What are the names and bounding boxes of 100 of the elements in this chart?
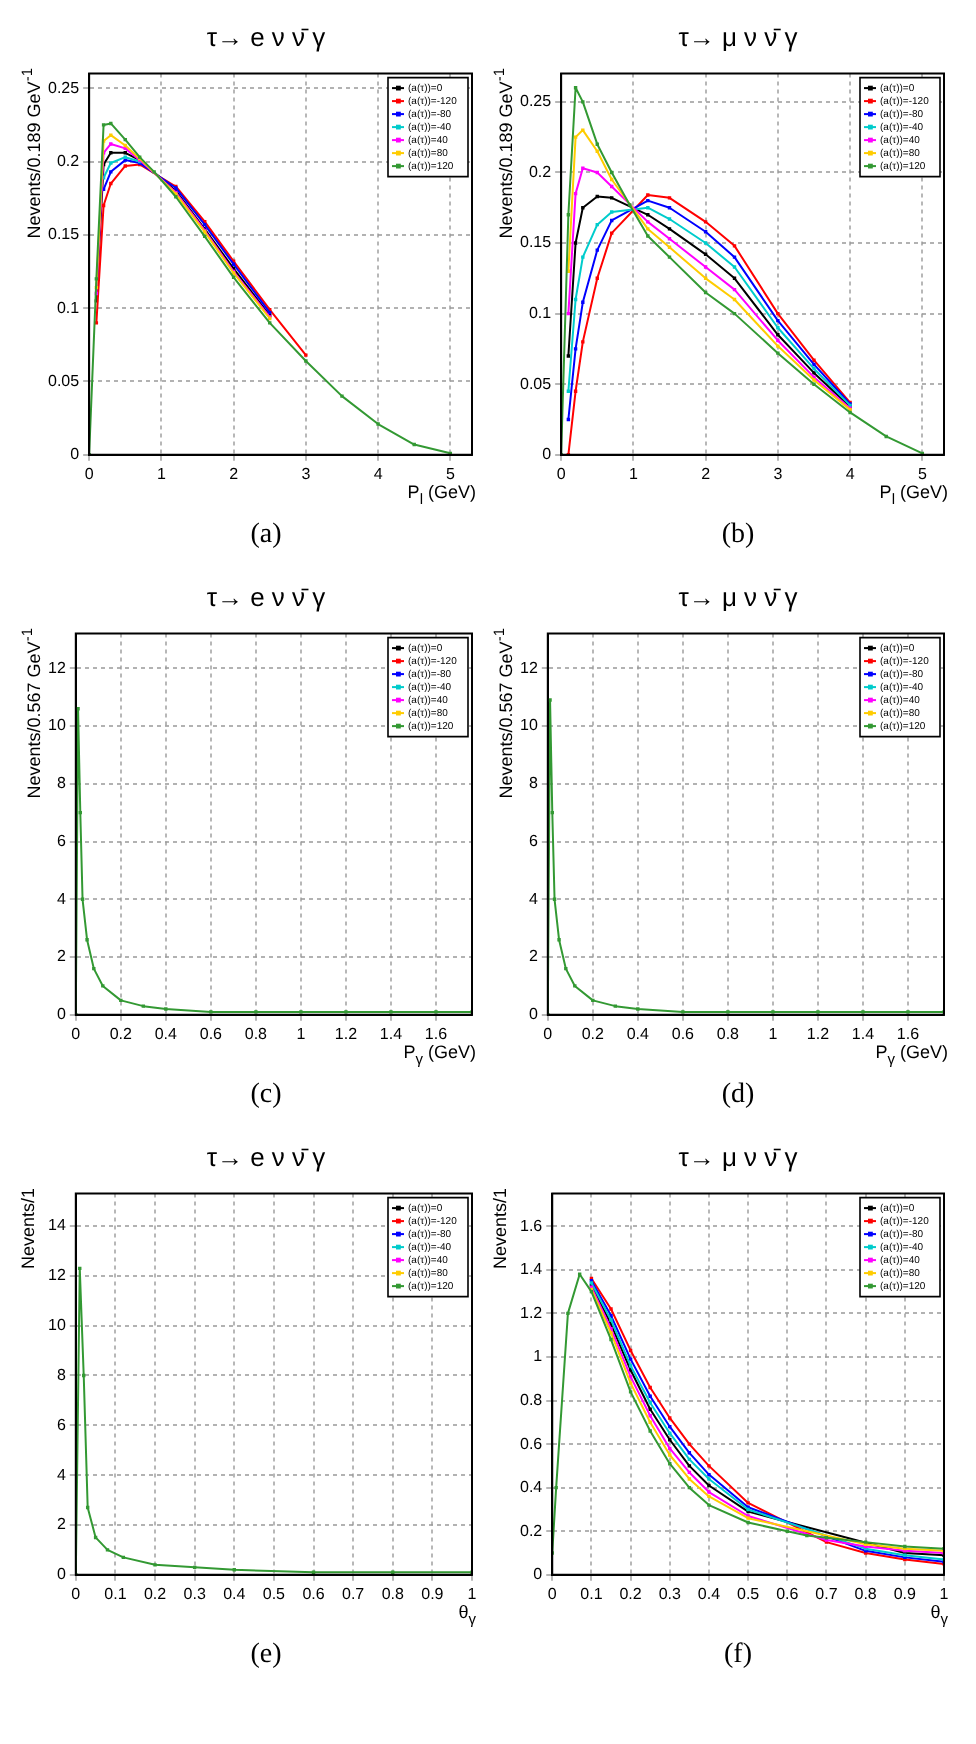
y-tick-label: 4 — [56, 889, 67, 908]
y-tick-label: 0 — [56, 1565, 67, 1584]
y-tick-label: 0 — [528, 1005, 539, 1024]
y-tick-label: 0 — [533, 1565, 544, 1584]
x-tick-label: 0.8 — [244, 1024, 269, 1043]
x-tick-label: 1.4 — [379, 1024, 404, 1043]
x-tick-label: 0.1 — [104, 1584, 128, 1603]
x-tick-label: 3 — [301, 464, 312, 483]
y-tick-label: 14 — [47, 1216, 67, 1235]
y-tick-label: 0 — [56, 1005, 67, 1024]
x-tick-label: 0.4 — [697, 1584, 722, 1603]
y-tick-label: 0.4 — [519, 1478, 544, 1497]
x-tick-label: 1 — [296, 1024, 307, 1043]
x-axis-title: P$_{l}$ (GeV) — [879, 482, 948, 508]
y-tick-label: 12 — [47, 658, 67, 677]
x-tick-label: 1 — [628, 464, 639, 483]
y-tick-label: 12 — [47, 1266, 67, 1285]
y-tick-label: 0.2 — [519, 1521, 544, 1540]
x-tick-label: 0.5 — [262, 1584, 287, 1603]
text: (f) — [722, 1638, 754, 1674]
x-tick-label: 0.9 — [421, 1584, 445, 1603]
x-axis-title: P$_{γ}$ (GeV) — [403, 1042, 476, 1068]
y-tick-label: 4 — [56, 1465, 67, 1484]
x-axis-title: θ$_{γ}$ — [930, 1602, 948, 1628]
x-tick-label: 0.6 — [776, 1584, 800, 1603]
y-tick-label: 12 — [519, 658, 539, 677]
y-tick-label: 8 — [528, 774, 539, 793]
x-tick-label: 2 — [701, 464, 712, 483]
x-tick-label: 0.4 — [154, 1024, 179, 1043]
text: (a) — [248, 518, 284, 554]
text: (c) — [248, 1078, 284, 1114]
x-tick-label: 3 — [773, 464, 784, 483]
x-tick-label: 0.9 — [893, 1584, 918, 1603]
y-tick-label: 2 — [56, 947, 67, 966]
x-tick-label: 1.4 — [851, 1024, 876, 1043]
x-tick-label: 0.2 — [143, 1584, 168, 1603]
y-tick-label: 0.05 — [519, 374, 553, 393]
x-tick-label: 0.2 — [109, 1024, 134, 1043]
y-tick-label: 0 — [70, 445, 81, 464]
x-tick-label: 0.8 — [381, 1584, 405, 1603]
y-tick-label: 0.8 — [519, 1390, 544, 1409]
x-tick-label: 0.4 — [223, 1584, 247, 1603]
x-tick-label: 0.3 — [658, 1584, 682, 1603]
x-tick-label: 1 — [156, 464, 167, 483]
x-tick-label: 0.2 — [619, 1584, 643, 1603]
y-tick-label: 1 — [533, 1347, 544, 1366]
x-tick-label: 0.8 — [716, 1024, 741, 1043]
x-tick-label: 0.1 — [580, 1584, 604, 1603]
y-tick-label: 4 — [528, 889, 539, 908]
chart-title: τ→ μ ν ν̄ γ — [676, 1140, 800, 1176]
x-tick-label: 1.6 — [896, 1024, 921, 1043]
x-axis-title: P$_{l}$ (GeV) — [407, 482, 476, 508]
x-axis-title: θ$_{γ}$ — [458, 1602, 476, 1628]
y-tick-label: 8 — [56, 1365, 67, 1384]
x-tick-label: 0.6 — [199, 1024, 224, 1043]
x-tick-label: 5 — [917, 464, 928, 483]
y-tick-label: 6 — [56, 1415, 67, 1434]
chart-title: τ→ e ν ν̄ γ — [204, 20, 328, 56]
x-tick-label: 0.7 — [815, 1584, 839, 1603]
x-tick-label: 1.2 — [806, 1024, 831, 1043]
x-tick-label: 0.3 — [183, 1584, 207, 1603]
x-tick-label: 4 — [845, 464, 856, 483]
y-tick-label: 1.4 — [519, 1260, 544, 1279]
x-tick-label: 2 — [229, 464, 240, 483]
y-tick-label: 0.1 — [528, 304, 553, 323]
x-tick-label: 0.6 — [302, 1584, 326, 1603]
x-tick-label: 0.2 — [581, 1024, 606, 1043]
text: (b) — [719, 518, 757, 554]
x-tick-label: 0 — [556, 464, 567, 483]
x-tick-label: 1.6 — [424, 1024, 449, 1043]
x-tick-label: 1 — [768, 1024, 779, 1043]
text: (e) — [248, 1638, 284, 1674]
y-tick-label: 0.1 — [56, 298, 81, 317]
y-tick-label: 2 — [528, 947, 539, 966]
x-tick-label: 0 — [84, 464, 95, 483]
y-axis-title: Nevents/1 — [18, 1188, 38, 1270]
y-tick-label: 1.2 — [519, 1303, 544, 1322]
x-axis-title: P$_{γ}$ (GeV) — [875, 1042, 948, 1068]
x-tick-label: 4 — [373, 464, 384, 483]
y-tick-label: 0.25 — [519, 92, 553, 111]
y-tick-label: 0.2 — [528, 162, 553, 181]
text: (d) — [719, 1078, 757, 1114]
y-tick-label: 6 — [528, 831, 539, 850]
y-tick-label: 0.2 — [56, 151, 81, 170]
chart-title: τ→ e ν ν̄ γ — [204, 580, 328, 616]
y-tick-label: 0.15 — [47, 225, 81, 244]
chart-title: τ→ e ν ν̄ γ — [204, 1140, 328, 1176]
y-tick-label: 6 — [56, 831, 67, 850]
y-tick-label: 0.25 — [47, 78, 81, 97]
y-tick-label: 10 — [47, 716, 67, 735]
x-tick-label: 0.5 — [737, 1584, 761, 1603]
x-tick-label: 5 — [445, 464, 456, 483]
x-tick-label: 1 — [467, 1584, 478, 1603]
y-tick-label: 0.05 — [47, 371, 81, 390]
y-tick-label: 0 — [542, 445, 553, 464]
y-tick-label: 10 — [47, 1316, 67, 1335]
y-tick-label: 2 — [56, 1515, 67, 1534]
x-tick-label: 0.8 — [854, 1584, 878, 1603]
x-tick-label: 0.6 — [671, 1024, 696, 1043]
y-tick-label: 8 — [56, 774, 67, 793]
